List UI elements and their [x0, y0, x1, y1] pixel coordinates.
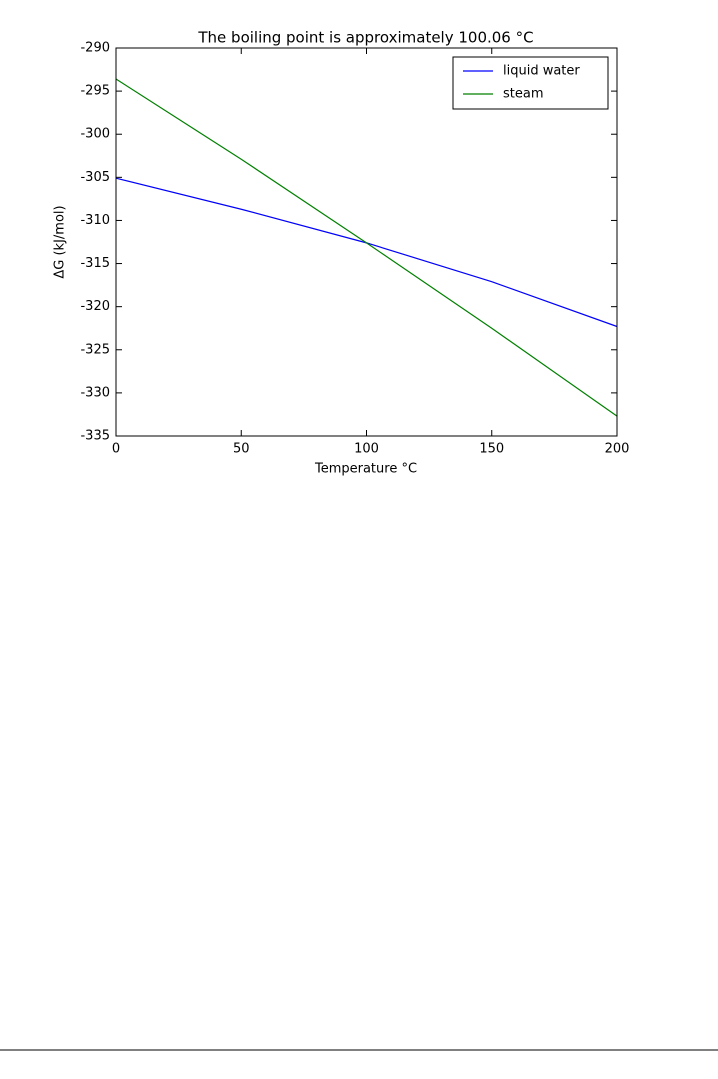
- x-tick-label: 200: [605, 442, 630, 457]
- y-tick-label: -335: [80, 429, 110, 444]
- series-line: [115, 177, 618, 328]
- plot-frame: [115, 47, 618, 437]
- y-tick-label: -305: [80, 170, 110, 185]
- y-tick-label: -310: [80, 213, 110, 228]
- legend-label: liquid water: [503, 64, 580, 79]
- x-tick-label: 100: [354, 442, 379, 457]
- y-tick-label: -325: [80, 342, 110, 357]
- y-axis-label: ΔG (kJ/mol): [53, 205, 68, 278]
- legend-label: steam: [503, 87, 544, 102]
- x-axis-label: Temperature °C: [314, 462, 417, 477]
- y-tick-label: -330: [80, 385, 110, 400]
- x-tick-label: 150: [479, 442, 504, 457]
- x-tick-label: 50: [233, 442, 250, 457]
- y-tick-label: -290: [80, 41, 110, 56]
- legend-box: [452, 56, 609, 110]
- x-tick-label: 0: [112, 442, 120, 457]
- y-tick-label: -300: [80, 127, 110, 142]
- y-tick-label: -315: [80, 256, 110, 271]
- y-tick-label: -320: [80, 299, 110, 314]
- series-line: [115, 78, 618, 417]
- y-tick-label: -295: [80, 84, 110, 99]
- chart-title: The boiling point is approximately 100.0…: [197, 29, 533, 47]
